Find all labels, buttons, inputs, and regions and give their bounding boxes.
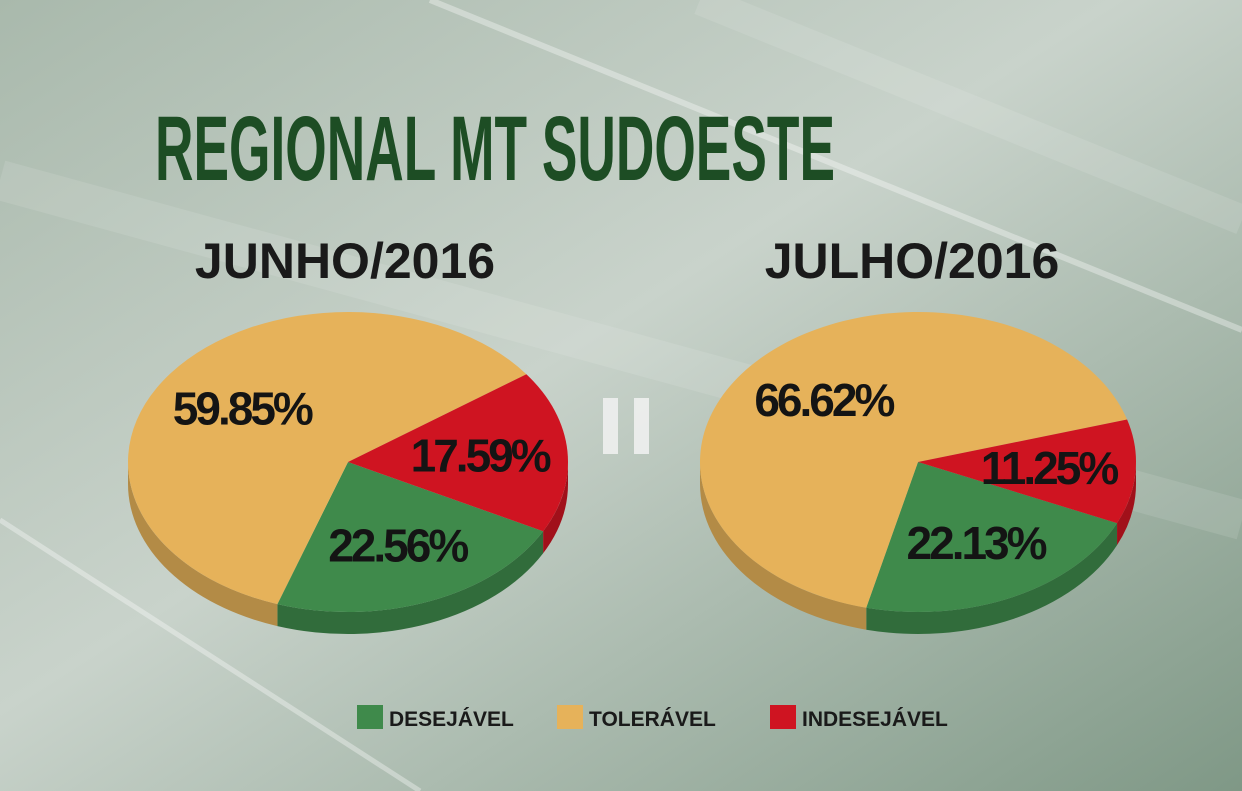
pie-side xyxy=(543,462,568,554)
pie-side xyxy=(699,462,867,630)
pie-slice xyxy=(918,419,1136,524)
legend-swatch xyxy=(770,705,796,729)
legend-label: DESEJÁVEL xyxy=(389,708,514,731)
legend-swatch xyxy=(557,705,583,729)
pause-icon xyxy=(603,398,649,454)
pie-side xyxy=(1117,462,1136,546)
pie-slice xyxy=(866,462,1118,612)
pie-slice xyxy=(699,312,1128,608)
legend-swatch xyxy=(357,705,383,729)
pie-side xyxy=(277,531,544,634)
pie-side xyxy=(127,462,278,627)
pie-side xyxy=(866,523,1118,634)
data-label: 22.56% xyxy=(328,520,468,572)
legend-label: TOLERÁVEL xyxy=(589,708,716,731)
data-label: 59.85% xyxy=(173,383,313,435)
data-label: 22.13% xyxy=(907,517,1047,569)
data-label: 17.59% xyxy=(411,429,551,481)
pie-slice xyxy=(128,312,527,605)
chart-subtitle: JULHO/2016 xyxy=(765,233,1060,289)
pie-slice xyxy=(348,374,568,532)
data-label: 11.25% xyxy=(981,442,1119,494)
legend-label: INDESEJÁVEL xyxy=(802,708,948,731)
data-label: 66.62% xyxy=(754,374,894,426)
chart-subtitle: JUNHO/2016 xyxy=(195,233,495,289)
pie-slice xyxy=(277,462,544,613)
title: REGIONAL MT SUDOESTE xyxy=(155,98,835,200)
